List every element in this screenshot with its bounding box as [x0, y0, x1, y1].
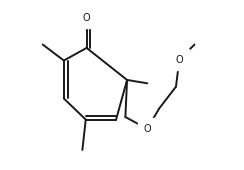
Text: O: O [83, 13, 91, 23]
Text: O: O [175, 55, 183, 65]
Text: O: O [143, 124, 151, 134]
